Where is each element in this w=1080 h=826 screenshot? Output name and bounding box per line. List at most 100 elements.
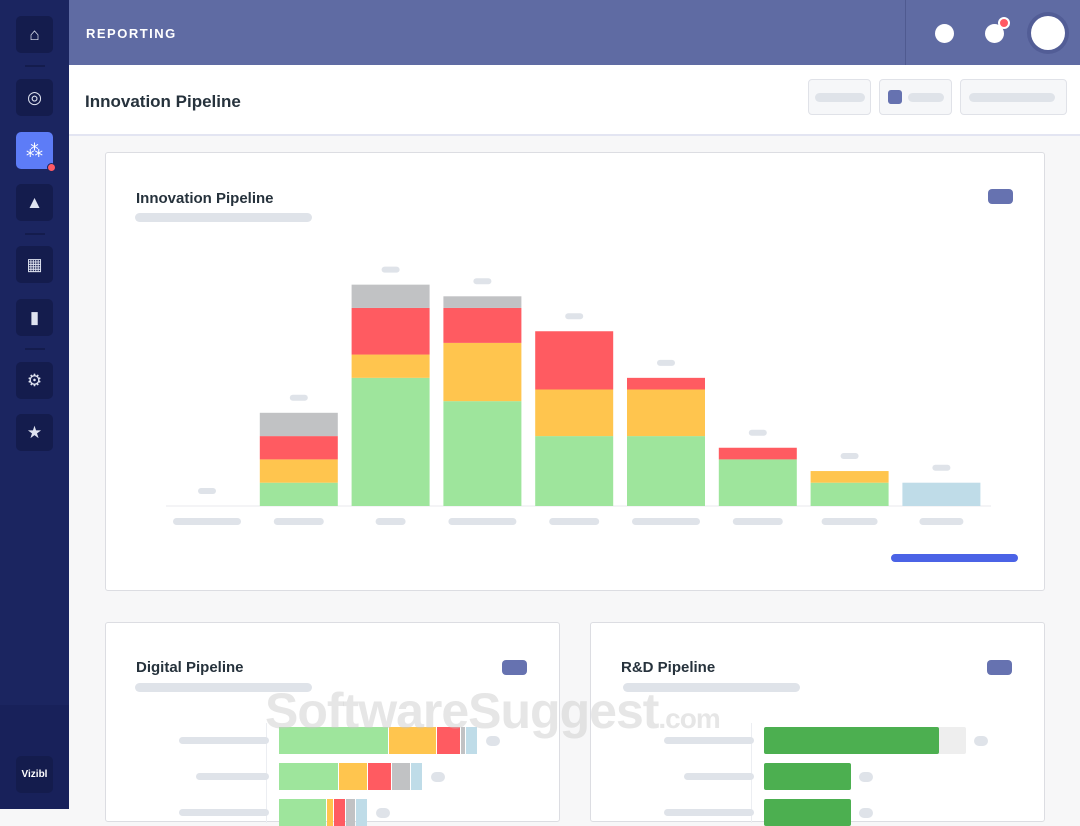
value-label-placeholder <box>473 278 492 285</box>
search-icon[interactable] <box>935 24 954 43</box>
row-label-placeholder <box>179 737 269 744</box>
bar-segment-green <box>627 436 705 506</box>
sidebar <box>0 0 69 809</box>
bar-segment-green <box>810 482 889 506</box>
sidebar-item-goals[interactable]: ◎ <box>16 79 53 116</box>
sidebar-divider <box>25 65 45 67</box>
user-avatar[interactable] <box>1031 16 1065 50</box>
options-tag[interactable] <box>987 660 1012 675</box>
sidebar-item-teams[interactable]: ⁂ <box>16 132 56 172</box>
bar-segment <box>355 799 367 826</box>
bar-fill <box>764 727 939 754</box>
bar-segment <box>437 727 461 754</box>
settings-icon: ⚙ <box>26 370 43 390</box>
bar-segment <box>391 763 410 790</box>
reports-icon: ▮ <box>29 307 40 327</box>
bar-fill <box>764 799 851 826</box>
page-header: Innovation Pipeline <box>69 65 1080 136</box>
bar-segment-red <box>259 436 338 460</box>
buildings-icon: ▦ <box>26 254 43 274</box>
page-title: Innovation Pipeline <box>85 92 241 111</box>
bar-segment <box>367 763 391 790</box>
view-toggle-button[interactable] <box>879 79 952 115</box>
favorites-icon: ★ <box>26 422 43 442</box>
sidebar-item-buildings[interactable]: ▦ <box>16 246 53 283</box>
top-bar: REPORTING <box>69 0 1080 65</box>
home-icon: ⌂ <box>29 24 40 44</box>
bar-segment-red <box>443 307 522 343</box>
bar-segment-red <box>627 377 705 390</box>
bar-segment-gray <box>443 296 522 308</box>
sidebar-divider <box>25 348 45 350</box>
value-placeholder <box>431 772 445 782</box>
value-placeholder <box>859 808 873 818</box>
category-label-placeholder <box>448 518 517 525</box>
bar-segment <box>346 799 355 826</box>
bar-segment-yellow <box>351 354 430 378</box>
notifications-icon[interactable] <box>985 17 1010 43</box>
value-placeholder <box>974 736 988 746</box>
bar-segment-green <box>443 401 522 506</box>
notification-dot <box>47 163 56 172</box>
row-label-placeholder <box>179 809 269 816</box>
value-label-placeholder <box>657 359 675 366</box>
bar-segment-yellow <box>810 471 889 483</box>
bar-segment <box>279 727 389 754</box>
bar-segment-red <box>718 447 797 460</box>
bar-segment-green <box>535 436 614 506</box>
row-label-placeholder <box>196 773 269 780</box>
export-button[interactable] <box>960 79 1067 115</box>
bar-segment-gray <box>351 284 430 308</box>
divider <box>905 0 906 65</box>
bar-segment-red <box>351 307 430 355</box>
options-tag[interactable] <box>502 660 527 675</box>
value-label-placeholder <box>289 394 308 401</box>
bar-segment <box>334 799 346 826</box>
bar-segment <box>466 727 478 754</box>
rnd-pipeline-card: R&D Pipeline <box>590 622 1045 826</box>
value-label-placeholder <box>565 313 584 320</box>
watermark: SoftwareSuggest.com <box>265 683 721 739</box>
bar-segment <box>339 763 367 790</box>
bar-segment-blue <box>902 482 981 506</box>
stacked-bar-chart <box>166 266 991 525</box>
bar-segment-red <box>535 331 614 390</box>
bar-segment <box>279 763 338 790</box>
bar-segment <box>279 799 326 826</box>
bar-segment-green <box>351 377 430 506</box>
vizibl-logo[interactable]: Vizibl <box>16 756 53 793</box>
category-label-placeholder <box>273 518 324 525</box>
view-more-link[interactable] <box>891 554 1018 562</box>
value-placeholder <box>375 808 390 818</box>
category-label-placeholder <box>549 518 600 525</box>
digital-title: Digital Pipeline <box>136 659 244 676</box>
section-title: REPORTING <box>86 26 177 41</box>
category-label-placeholder <box>821 518 878 525</box>
sidebar-item-settings[interactable]: ⚙ <box>16 362 53 399</box>
bar-segment <box>411 763 422 790</box>
rnd-title: R&D Pipeline <box>621 659 716 676</box>
bar-segment-yellow <box>259 459 338 483</box>
category-label-placeholder <box>375 518 406 525</box>
launch-icon: ▲ <box>26 192 43 212</box>
bar-segment-green <box>259 482 338 506</box>
sidebar-item-launch[interactable]: ▲ <box>16 184 53 221</box>
value-label-placeholder <box>932 464 951 471</box>
bar-fill <box>764 763 851 790</box>
value-placeholder <box>859 772 873 782</box>
sidebar-item-home[interactable]: ⌂ <box>16 16 53 53</box>
row-label-placeholder <box>684 773 754 780</box>
sidebar-item-favorites[interactable]: ★ <box>16 414 53 451</box>
value-label-placeholder <box>198 488 216 494</box>
teams-icon: ⁂ <box>26 140 43 160</box>
bar-segment-yellow <box>535 389 614 437</box>
value-label-placeholder <box>381 266 400 273</box>
options-tag[interactable] <box>988 189 1013 204</box>
subtitle-placeholder <box>135 213 312 222</box>
row-label-placeholder <box>664 737 754 744</box>
row-label-placeholder <box>664 809 754 816</box>
sidebar-item-reports[interactable]: ▮ <box>16 299 53 336</box>
filter-button[interactable] <box>808 79 871 115</box>
bar-segment-yellow <box>627 389 705 437</box>
value-label-placeholder <box>840 453 859 460</box>
